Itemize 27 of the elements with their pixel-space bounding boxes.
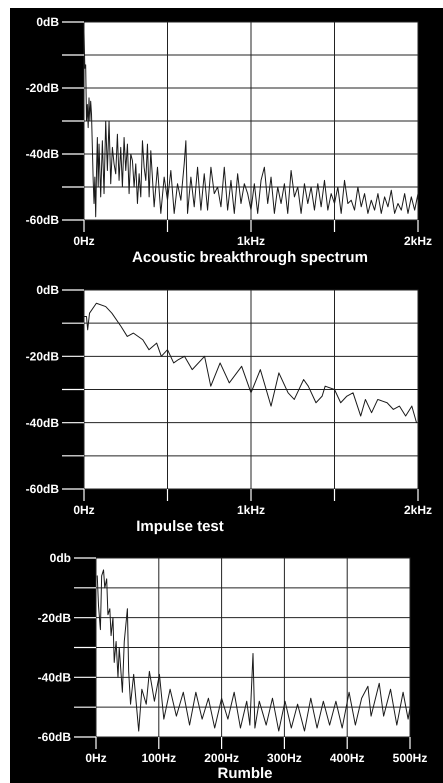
y-tick-label: -40dB (38, 670, 72, 685)
x-tick-label: 200Hz (204, 751, 239, 765)
x-tick-label: 500Hz (392, 751, 428, 765)
x-tick-label: 0Hz (73, 503, 95, 517)
text: Rumble (217, 765, 273, 782)
y-tick-label: -60dB (38, 730, 72, 744)
x-tick-label: 2kHz (404, 234, 432, 248)
x-tick-label: 0Hz (73, 234, 95, 248)
x-tick-label: 1kHz (236, 234, 266, 248)
y-tick-label: -20dB (38, 610, 72, 625)
x-tick-label: 1kHz (236, 503, 266, 517)
x-tick-label: 2kHz (404, 503, 432, 517)
x-tick-label: 300Hz (267, 751, 302, 765)
y-tick-label: -40dB (26, 416, 60, 430)
y-tick-label: -20dB (26, 81, 60, 96)
y-tick-label: -60dB (26, 213, 60, 228)
y-tick-label: 0dB (36, 15, 60, 30)
y-tick-label: 0dB (36, 283, 60, 298)
text: Acoustic breakthrough spectrum (132, 249, 368, 266)
text: Impulse test (136, 518, 224, 535)
y-tick-label: -60dB (26, 482, 60, 496)
y-tick-label: -40dB (26, 147, 60, 162)
x-tick-label: 100Hz (141, 751, 176, 765)
x-tick-label: 0Hz (85, 751, 107, 765)
y-tick-label: 0db (50, 551, 71, 566)
y-tick-label: -20dB (26, 350, 60, 364)
x-tick-label: 400Hz (330, 751, 365, 765)
